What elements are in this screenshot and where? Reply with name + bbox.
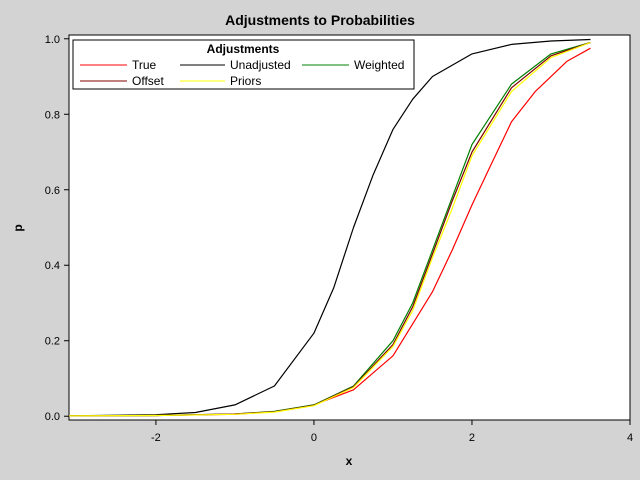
legend-box bbox=[72, 39, 415, 90]
y-tick-label: 0.0 bbox=[45, 411, 60, 423]
y-tick-label: 0.8 bbox=[45, 109, 60, 121]
legend-label-offset: Offset bbox=[132, 74, 164, 88]
series-line-unadjusted bbox=[68, 38, 591, 417]
y-tick-label: 0.4 bbox=[45, 260, 60, 272]
series-line-priors bbox=[68, 41, 591, 417]
legend-label-weighted: Weighted bbox=[354, 58, 404, 72]
legend-title: Adjustments bbox=[207, 42, 280, 56]
series-layer bbox=[68, 38, 591, 417]
y-tick-label: 0.2 bbox=[45, 336, 60, 348]
y-tick-label: 0.6 bbox=[45, 185, 60, 197]
x-tick-label: 4 bbox=[627, 432, 633, 444]
y-axis-label: p bbox=[11, 224, 25, 231]
x-tick-label: 2 bbox=[469, 432, 475, 444]
y-axis-ticks: 0.0 0.2 0.4 0.6 0.8 1.0 bbox=[45, 34, 69, 423]
x-tick-label: 0 bbox=[311, 432, 317, 444]
chart-title: Adjustments to Probabilities bbox=[225, 12, 415, 28]
legend-label-unadjusted: Unadjusted bbox=[230, 58, 291, 72]
x-tick-label: -2 bbox=[151, 432, 161, 444]
legend: Adjustments True Unadjusted Weighted Off… bbox=[72, 39, 415, 90]
y-tick-label: 1.0 bbox=[45, 34, 60, 46]
legend-label-priors: Priors bbox=[230, 74, 261, 88]
x-axis-ticks: -2 0 2 4 bbox=[151, 420, 633, 444]
plot-area bbox=[68, 34, 631, 421]
x-axis-label: x bbox=[346, 454, 353, 468]
legend-label-true: True bbox=[132, 58, 157, 72]
